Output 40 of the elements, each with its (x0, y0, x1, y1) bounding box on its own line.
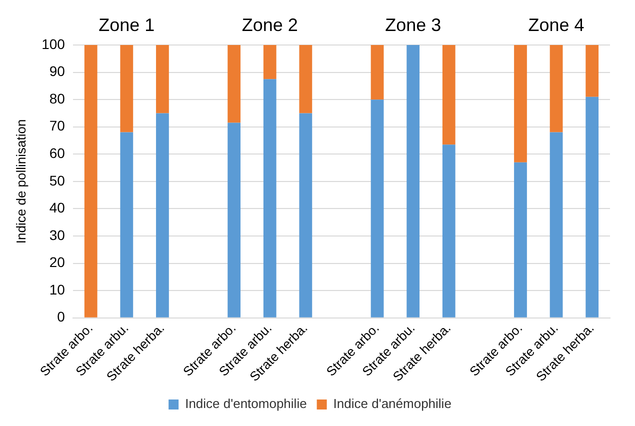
bar (228, 45, 241, 123)
y-tick-label: 10 (49, 281, 66, 298)
bar (263, 45, 276, 80)
legend-label: Indice d'anémophilie (333, 396, 452, 412)
text: Zone 2 (242, 14, 298, 35)
y-tick-label: 40 (49, 200, 66, 216)
text: Zone 3 (385, 14, 442, 35)
bar (228, 122, 241, 318)
y-tick-label: 30 (49, 226, 66, 243)
bar (586, 45, 599, 97)
y-tick-label: 60 (49, 144, 66, 161)
text: Zone 1 (98, 14, 155, 35)
bar (550, 45, 563, 132)
bar (514, 162, 527, 318)
bar (586, 96, 599, 318)
bar (514, 45, 527, 162)
bar (370, 100, 384, 318)
bar (299, 45, 312, 114)
bar (84, 45, 98, 318)
y-tick-label: 70 (49, 118, 66, 134)
y-tick-label: 50 (49, 172, 66, 188)
bar (442, 144, 456, 318)
bar (406, 45, 420, 318)
text: Zone 4 (528, 14, 584, 35)
bar (442, 45, 456, 145)
bar (120, 132, 134, 318)
y-tick-label: 100 (42, 36, 66, 52)
bar (120, 45, 134, 132)
y-tick-label: 0 (57, 308, 66, 325)
bar (370, 45, 384, 100)
y-axis-title: Indice de pollinisation (13, 119, 28, 244)
y-tick-label: 20 (49, 254, 66, 270)
bar (156, 113, 169, 318)
bar (263, 79, 276, 318)
bar (299, 113, 312, 318)
y-tick-label: 90 (49, 63, 66, 80)
bar (156, 45, 169, 114)
legend-label: Indice d'entomophilie (185, 396, 307, 412)
bar (550, 132, 563, 318)
y-tick-label: 80 (49, 90, 66, 106)
